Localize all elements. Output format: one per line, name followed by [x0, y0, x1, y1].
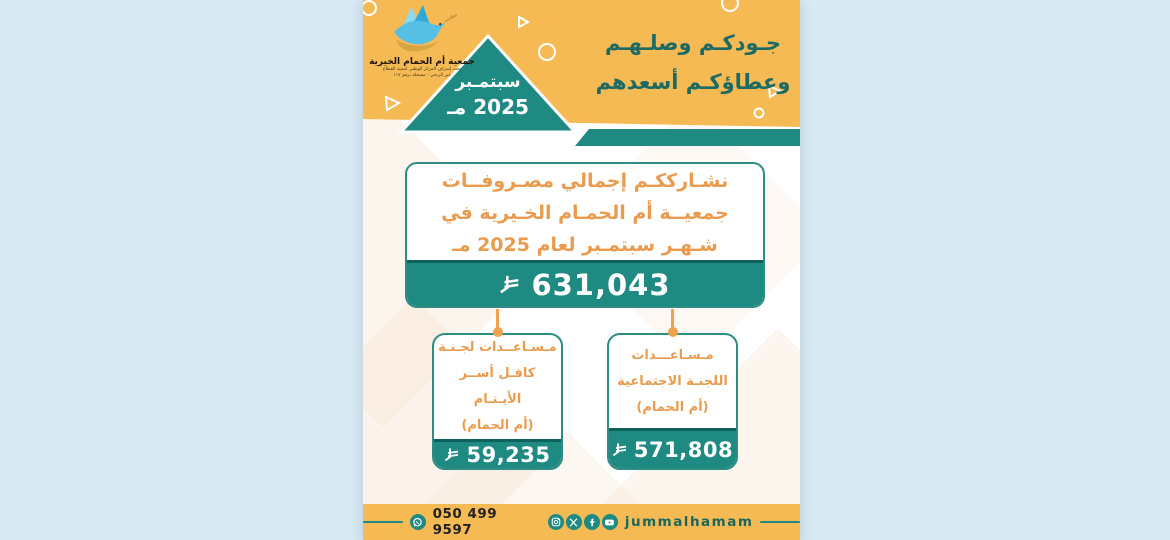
month-badge: سبتمـبر 2025 مـ [420, 70, 556, 120]
orphans-committee-title: مـسـاعــدات لجـنـة كافـل أســر الأيـتـام… [434, 335, 561, 439]
logo-small-print-1: تحت إشراف المركز الوطني لتنمية القطاع [382, 67, 462, 72]
orphans-amount-bar: 59,235 [434, 439, 561, 468]
connector-line-right [671, 309, 674, 330]
card-line-1: مـسـاعــدات لجـنـة [438, 340, 557, 355]
card-line-2: اللجنـة الاجتماعية [617, 373, 728, 389]
whatsapp-icon [409, 514, 426, 530]
header-slogan: جـودكـم وصلـهـم وعطاؤكـم أسعدهم [591, 24, 795, 102]
divider-line [363, 521, 403, 523]
total-amount-bar: 631,043 [407, 260, 763, 306]
teal-stripe [575, 129, 800, 146]
infographic-poster: جمعية أم الحمام الخيرية تحت إشراف المركز… [363, 0, 800, 540]
instagram-icon [547, 514, 564, 530]
orphans-committee-card: مـسـاعــدات لجـنـة كافـل أســر الأيـتـام… [432, 333, 563, 470]
logo-small-print-2: غير الربحي - مسجلة برقم ١١٧ [393, 72, 451, 78]
title-line-3: شـهـر سبتمـبر لعام 2025 مـ [452, 234, 718, 256]
year-label: 2025 مـ [447, 95, 529, 119]
charity-logo: جمعية أم الحمام الخيرية تحت إشراف المركز… [369, 5, 475, 78]
social-committee-card: مـسـاعـــدات اللجنـة الاجتماعية (أم الحم… [607, 333, 738, 470]
social-icons [547, 514, 618, 530]
card-line-3: (أم الحمام) [461, 418, 534, 433]
saudi-riyal-icon [500, 274, 520, 294]
saudi-riyal-icon [444, 447, 460, 462]
title-line-2: جمعيــة أم الحمـام الخـيرية في [441, 202, 729, 224]
social-amount-value: 571,808 [633, 437, 734, 462]
slogan-line-1: جـودكـم وصلـهـم [604, 31, 782, 55]
total-expenses-title: نشـارككـم إجمالي مصـروفــات جمعيــة أم ا… [407, 164, 763, 260]
phone-number: 050 499 9597 [432, 506, 498, 538]
social-committee-title: مـسـاعـــدات اللجنـة الاجتماعية (أم الحم… [609, 335, 736, 428]
header-artwork [363, 0, 800, 146]
youtube-icon [601, 514, 618, 530]
orphans-amount-value: 59,235 [466, 443, 551, 467]
footer-bar: 050 499 9597 [363, 504, 800, 540]
month-triangle [397, 33, 579, 134]
connector-dot-right [668, 327, 678, 337]
slogan-line-2: وعطاؤكـم أسعدهم [595, 70, 791, 94]
social-handle: jummalhamam [624, 514, 754, 530]
charity-name-calligraphy: جمعية أم الحمام الخيرية [369, 57, 475, 67]
card-line-3: (أم الحمام) [636, 399, 709, 415]
total-amount-value: 631,043 [531, 267, 671, 302]
month-label: سبتمـبر [455, 72, 521, 92]
divider-line [760, 521, 800, 523]
social-amount-bar: 571,808 [609, 428, 736, 468]
card-line-1: مـسـاعـــدات [631, 347, 714, 363]
connector-line-left [496, 309, 499, 330]
decorative-shapes [363, 0, 783, 119]
total-expenses-card: نشـارككـم إجمالي مصـروفــات جمعيــة أم ا… [405, 162, 765, 308]
saudi-riyal-icon [612, 441, 627, 456]
x-icon [565, 514, 582, 530]
title-line-1: نشـارككـم إجمالي مصـروفــات [441, 170, 729, 192]
facebook-icon [583, 514, 600, 530]
dove-with-olive-branch-icon [394, 5, 458, 52]
connector-dot-left [493, 327, 503, 337]
card-line-2: كافـل أســر الأيـتـام [459, 366, 536, 407]
